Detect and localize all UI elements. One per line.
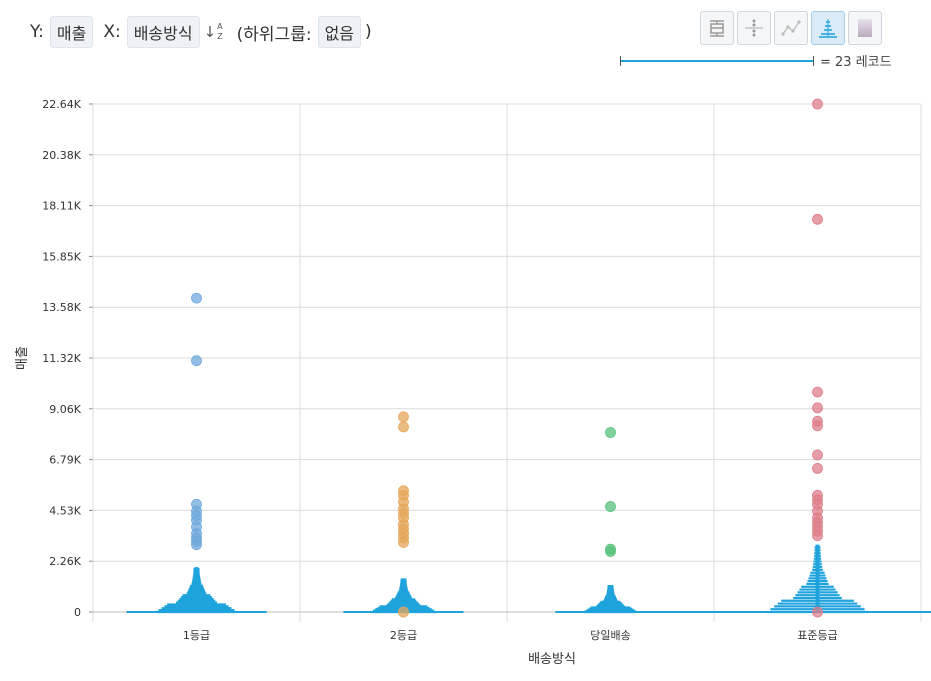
outlier-point bbox=[605, 427, 616, 438]
outlier-point bbox=[812, 606, 823, 618]
boxplot-icon bbox=[710, 20, 724, 37]
outlier-point bbox=[812, 449, 823, 461]
y-tick-label: 18.11K bbox=[42, 200, 81, 213]
y-tick-label: 6.79K bbox=[49, 454, 81, 467]
gradient-icon bbox=[858, 19, 872, 37]
y-tick-label: 15.85K bbox=[42, 250, 81, 263]
x-tick-label: 1등급 bbox=[183, 629, 210, 642]
x-tick-label: 당일배송 bbox=[590, 628, 630, 642]
outlier-point bbox=[812, 420, 823, 432]
x-tick-label: 표준등급 bbox=[797, 629, 837, 642]
chart-type-toolbar bbox=[700, 11, 882, 45]
x-field-selector[interactable]: 배송방식 bbox=[126, 16, 200, 48]
sort-arrow: ↓ bbox=[203, 23, 217, 41]
outlier-point bbox=[398, 411, 409, 423]
y-tick-label: 22.64K bbox=[42, 98, 81, 111]
y-tick-label: 4.53K bbox=[49, 504, 81, 517]
line-points-icon bbox=[781, 20, 801, 36]
histogram-strip-button[interactable] bbox=[811, 11, 845, 45]
y-tick-label: 13.58K bbox=[42, 301, 81, 314]
y-tick-label: 9.06K bbox=[49, 403, 81, 416]
strip-plot-button[interactable] bbox=[737, 11, 771, 45]
strip-plot-icon bbox=[745, 19, 763, 37]
outlier-point bbox=[812, 402, 823, 414]
boxplot-button[interactable] bbox=[700, 11, 734, 45]
x-tick-label: 2등급 bbox=[390, 629, 417, 642]
gradient-button[interactable] bbox=[848, 11, 882, 45]
outlier-point bbox=[191, 292, 202, 304]
outlier-point bbox=[812, 386, 823, 398]
outlier-point bbox=[812, 213, 823, 225]
y-tick-label: 0 bbox=[74, 606, 81, 619]
outlier-point bbox=[398, 606, 409, 618]
y-axis-label: 매출 bbox=[15, 346, 30, 370]
histogram-strip-icon bbox=[819, 19, 837, 38]
subgroup-suffix: ) bbox=[365, 22, 372, 42]
x-axis-prefix: X: bbox=[103, 22, 121, 42]
line-points-button[interactable] bbox=[774, 11, 808, 45]
y-tick-label: 11.32K bbox=[42, 352, 81, 365]
outlier-point bbox=[812, 462, 823, 474]
outlier-point bbox=[605, 546, 616, 557]
outlier-point bbox=[191, 539, 202, 551]
x-axis-label: 배송방식 bbox=[528, 652, 576, 667]
outlier-point bbox=[812, 98, 823, 110]
outlier-point bbox=[191, 355, 202, 367]
record-scale-sample bbox=[620, 55, 814, 66]
subgroup-prefix: (하위그룹: bbox=[236, 24, 312, 45]
y-tick-label: 20.38K bbox=[42, 149, 81, 162]
y-axis-prefix: Y: bbox=[30, 22, 44, 42]
record-scale-text: = 23 레코드 bbox=[820, 55, 892, 70]
outlier-point bbox=[398, 421, 409, 433]
y-tick-label: 2.26K bbox=[49, 555, 81, 568]
outlier-point bbox=[812, 530, 823, 542]
subgroup-selector[interactable]: 없음 bbox=[317, 16, 362, 48]
outlier-point bbox=[605, 501, 616, 512]
outlier-point bbox=[398, 537, 409, 548]
y-field-selector[interactable]: 매출 bbox=[49, 16, 94, 48]
record-scale-legend: = 23 레코드 bbox=[620, 51, 892, 70]
